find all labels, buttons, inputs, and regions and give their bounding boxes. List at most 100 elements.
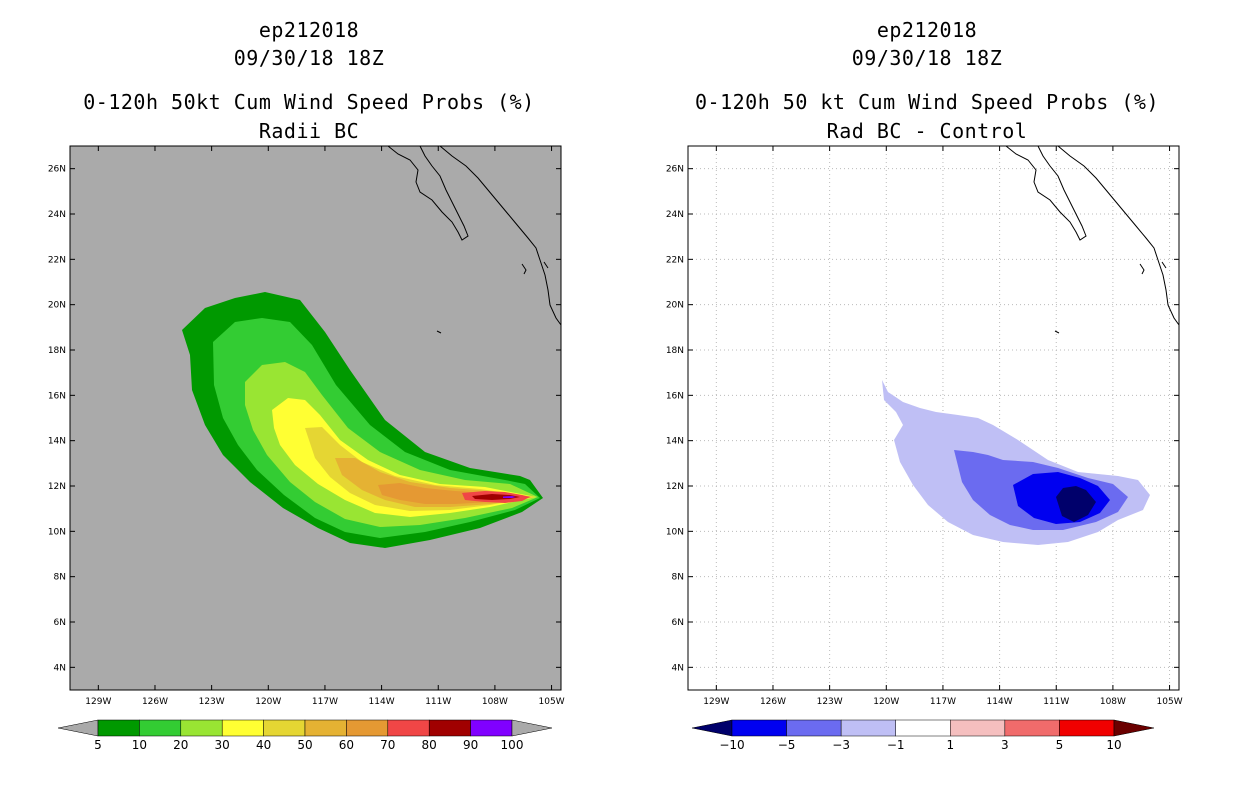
colorbar-label: 1	[946, 738, 954, 752]
map-figure: 129W 126W 123W 120W 117W 114W 111W 108W 105W 26N 2…	[48, 145, 565, 752]
lon-label: 120W	[873, 697, 899, 707]
colorbar-label: 90	[463, 738, 478, 752]
datetime: 09/30/18 18Z	[851, 46, 1003, 70]
contour-80	[472, 494, 520, 500]
colorbar-swatch	[1059, 719, 1115, 737]
product-title: 0-120h 50 kt Cum Wind Speed Probs (%)	[694, 90, 1160, 114]
colorbar-swatch	[731, 719, 787, 737]
coastline	[387, 145, 562, 326]
lon-label: 123W	[817, 697, 843, 707]
lon-label: 117W	[312, 697, 338, 707]
panel-radii-bc: ep212018 09/30/18 18Z 0-120h 50kt Cum Wi…	[48, 18, 565, 752]
lat-label: 16N	[48, 391, 66, 401]
panel-subtitle: Rad BC - Control	[826, 119, 1028, 143]
colorbar-swatch	[304, 719, 347, 737]
colorbar-low-arrow	[691, 719, 733, 737]
lat-label: 4N	[54, 663, 66, 673]
storm-id: ep212018	[876, 18, 978, 42]
lon-label: 126W	[142, 697, 168, 707]
colorbar-label: 70	[380, 738, 395, 752]
map-plot	[687, 145, 1180, 691]
map-axes: 129W 126W 123W 120W 117W 114W 111W 108W 105W 26N 2…	[666, 146, 1183, 707]
colorbar-swatch	[1004, 719, 1060, 737]
colorbar-label: −5	[778, 738, 796, 752]
lon-label: 129W	[703, 697, 729, 707]
colorbar-swatch	[950, 719, 1006, 737]
lon-label: 111W	[1043, 697, 1069, 707]
island	[436, 261, 549, 334]
lat-label: 10N	[48, 527, 66, 537]
colorbar-swatch	[840, 719, 896, 737]
colorbar-label: 10	[1106, 738, 1121, 752]
lon-label: 120W	[255, 697, 281, 707]
lat-label: 10N	[666, 527, 684, 537]
colorbar-label: 20	[173, 738, 188, 752]
lon-label: 126W	[760, 697, 786, 707]
colorbar-label: −10	[719, 738, 744, 752]
colorbar-swatch	[139, 719, 182, 737]
colorbar-swatch	[895, 719, 951, 737]
lat-label: 18N	[666, 346, 684, 356]
colorbar-swatch	[263, 719, 306, 737]
colorbar-label: 5	[94, 738, 102, 752]
storm-id: ep212018	[258, 18, 360, 42]
lat-label: 22N	[666, 255, 684, 265]
colorbar-swatch	[786, 719, 842, 737]
colorbar-low-arrow	[57, 719, 99, 737]
colorbar-label: 100	[501, 738, 524, 752]
contour-90	[503, 496, 516, 498]
colorbar-swatch	[470, 719, 513, 737]
colorbar-label: −3	[832, 738, 850, 752]
colorbar-label: −1	[887, 738, 905, 752]
lat-label: 24N	[48, 210, 66, 220]
colorbar-label: 50	[297, 738, 312, 752]
lat-label: 6N	[54, 618, 66, 628]
contour-30	[272, 398, 536, 517]
colorbar: −10 −5 −3 −1 1 3 5 10	[691, 719, 1155, 752]
lon-label: 114W	[369, 697, 395, 707]
lon-label: 114W	[987, 697, 1013, 707]
colorbar-swatch	[97, 719, 140, 737]
lat-label: 14N	[48, 437, 66, 447]
lat-label: 12N	[48, 482, 66, 492]
lat-label: 18N	[48, 346, 66, 356]
colorbar-label: 40	[256, 738, 271, 752]
lat-label: 6N	[672, 618, 684, 628]
colorbar-swatch	[346, 719, 389, 737]
lon-label: 129W	[85, 697, 111, 707]
colorbar-label: 5	[1056, 738, 1064, 752]
island	[1054, 261, 1167, 334]
map-plot	[69, 145, 562, 691]
lat-label: 12N	[666, 482, 684, 492]
lat-label: 20N	[48, 301, 66, 311]
colorbar-label: 30	[215, 738, 230, 752]
lon-label: 117W	[930, 697, 956, 707]
colorbar-label: 3	[1001, 738, 1009, 752]
contour-minus-10	[1056, 486, 1096, 522]
product-title: 0-120h 50kt Cum Wind Speed Probs (%)	[83, 90, 535, 114]
colorbar-label: 10	[132, 738, 147, 752]
map-figure: 129W 126W 123W 120W 117W 114W 111W 108W 105W 26N 2…	[666, 145, 1183, 752]
colorbar-swatch	[180, 719, 223, 737]
lat-label: 24N	[666, 210, 684, 220]
lon-label: 105W	[1157, 697, 1183, 707]
lat-label: 22N	[48, 255, 66, 265]
colorbar-swatch	[221, 719, 264, 737]
colorbar-swatch	[387, 719, 430, 737]
panel-rad-bc-control: ep212018 09/30/18 18Z 0-120h 50 kt Cum W…	[618, 0, 1236, 800]
lat-label: 26N	[666, 165, 684, 175]
panel-subtitle: Radii BC	[258, 119, 360, 143]
lon-label: 108W	[1100, 697, 1126, 707]
lat-label: 26N	[48, 165, 66, 175]
coastline	[1005, 145, 1180, 326]
lat-label: 14N	[666, 437, 684, 447]
lon-label: 105W	[539, 697, 565, 707]
colorbar: 5 10 20 30 40 50 60 70 80 90 100	[57, 719, 553, 752]
lat-label: 4N	[672, 663, 684, 673]
lat-label: 20N	[666, 301, 684, 311]
datetime: 09/30/18 18Z	[233, 46, 385, 70]
colorbar-high-arrow	[511, 719, 553, 737]
colorbar-high-arrow	[1113, 719, 1155, 737]
colorbar-label: 80	[422, 738, 437, 752]
colorbar-label: 60	[339, 738, 354, 752]
